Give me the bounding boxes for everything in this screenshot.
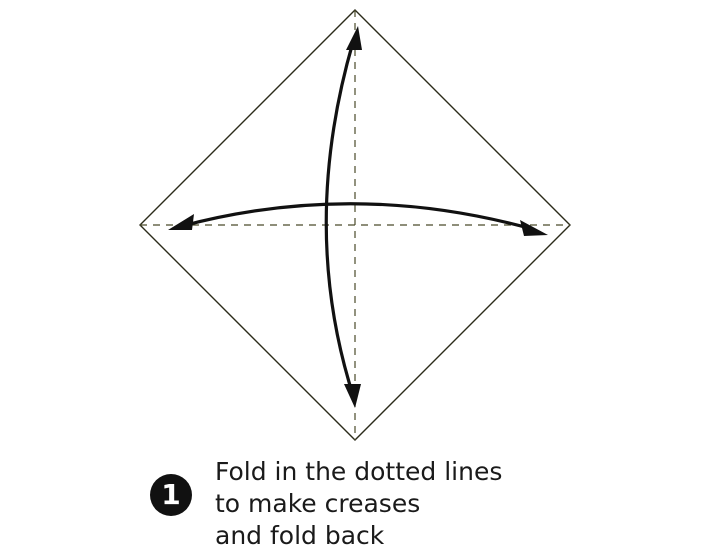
instruction-line: and fold back (215, 521, 385, 550)
instruction-line: to make creases (215, 489, 421, 518)
instruction-line: Fold in the dotted lines (215, 457, 503, 486)
arrowhead-left-icon (168, 214, 194, 230)
arrowhead-bottom-icon (344, 384, 361, 408)
step-instructions: Fold in the dotted lines to make creases… (215, 456, 635, 552)
arrowhead-right-icon (520, 220, 548, 236)
vertical-fold-arrow (324, 41, 355, 393)
horizontal-fold-arrow (181, 202, 533, 231)
step-number-badge: 1 (150, 474, 192, 516)
arrowhead-top-icon (346, 26, 362, 50)
